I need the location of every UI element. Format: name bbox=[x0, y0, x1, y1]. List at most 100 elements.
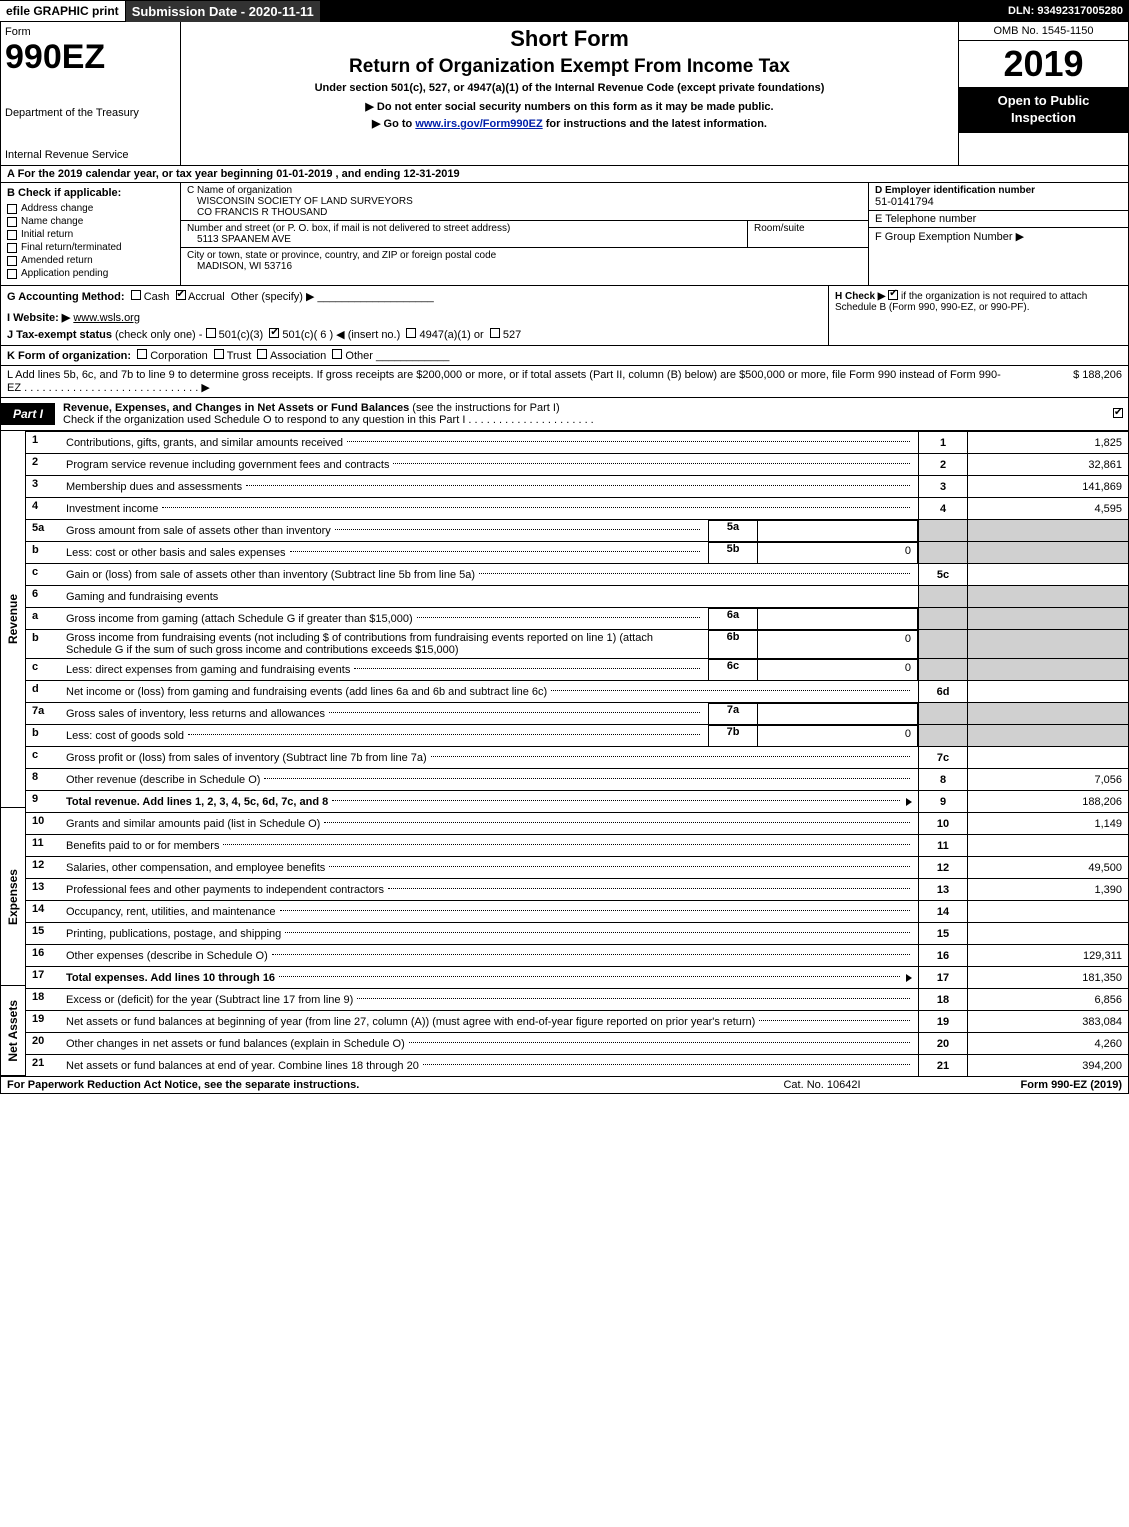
irs-link[interactable]: www.irs.gov/Form990EZ bbox=[415, 118, 542, 130]
line-amt: 394,200 bbox=[968, 1055, 1128, 1076]
checkbox-icon[interactable] bbox=[257, 349, 267, 359]
chk-text: Address change bbox=[21, 203, 93, 214]
part1-checkbox bbox=[1108, 408, 1128, 421]
line-box: 4 bbox=[918, 498, 968, 519]
form-header: Form 990EZ Department of the Treasury In… bbox=[0, 22, 1129, 166]
org-name: WISCONSIN SOCIETY OF LAND SURVEYORS bbox=[187, 196, 862, 207]
line-num: c bbox=[26, 747, 66, 768]
line-num: 16 bbox=[26, 945, 66, 966]
goto-note: ▶ Go to www.irs.gov/Form990EZ for instru… bbox=[189, 117, 950, 130]
line-num: c bbox=[26, 659, 66, 680]
line-subbox: 5b bbox=[708, 542, 758, 563]
line-box-grey bbox=[918, 520, 968, 541]
l-amount: $ 188,206 bbox=[1002, 369, 1122, 394]
line-subbox: 7b bbox=[708, 725, 758, 746]
header-middle: Short Form Return of Organization Exempt… bbox=[181, 22, 958, 165]
line-amt-grey bbox=[968, 630, 1128, 658]
checkbox-icon[interactable] bbox=[406, 328, 416, 338]
checkbox-icon[interactable] bbox=[490, 328, 500, 338]
side-label: Revenue bbox=[1, 431, 25, 808]
checkbox-icon[interactable] bbox=[7, 243, 17, 253]
line-desc: Occupancy, rent, utilities, and maintena… bbox=[66, 901, 918, 922]
ein: 51-0141794 bbox=[875, 196, 1122, 208]
line-amt: 141,869 bbox=[968, 476, 1128, 497]
line-num: 11 bbox=[26, 835, 66, 856]
col-h: H Check ▶ if the organization is not req… bbox=[828, 286, 1128, 345]
line-8: 8Other revenue (describe in Schedule O)8… bbox=[26, 768, 1128, 790]
line-amt: 1,390 bbox=[968, 879, 1128, 900]
footer-left: For Paperwork Reduction Act Notice, see … bbox=[7, 1079, 722, 1091]
efile-label[interactable]: efile GRAPHIC print bbox=[0, 0, 126, 22]
checkbox-icon[interactable] bbox=[332, 349, 342, 359]
checkbox-icon[interactable] bbox=[131, 290, 141, 300]
line-amt: 1,149 bbox=[968, 813, 1128, 834]
line-num: 1 bbox=[26, 432, 66, 453]
i-label: I Website: ▶ bbox=[7, 312, 70, 324]
line-box: 7c bbox=[918, 747, 968, 768]
line-amt-grey bbox=[968, 659, 1128, 680]
line-desc: Gain or (loss) from sale of assets other… bbox=[66, 564, 918, 585]
line-box: 9 bbox=[918, 791, 968, 812]
line-num: b bbox=[26, 725, 66, 746]
line-desc: Less: direct expenses from gaming and fu… bbox=[66, 659, 708, 680]
line-amt: 383,084 bbox=[968, 1011, 1128, 1032]
checkbox-icon[interactable] bbox=[7, 230, 17, 240]
line-c: cGross profit or (loss) from sales of in… bbox=[26, 746, 1128, 768]
g-accrual: Accrual bbox=[188, 291, 225, 303]
side-label: Expenses bbox=[1, 808, 25, 986]
c-city-row: City or town, state or province, country… bbox=[181, 248, 868, 274]
form-title2: Return of Organization Exempt From Incom… bbox=[189, 56, 950, 78]
line-box-grey bbox=[918, 659, 968, 680]
chk-final-return: Final return/terminated bbox=[7, 242, 174, 253]
line-amt: 4,595 bbox=[968, 498, 1128, 519]
line-b: bLess: cost of goods sold7b0 bbox=[26, 724, 1128, 746]
l-text: L Add lines 5b, 6c, and 7b to line 9 to … bbox=[7, 369, 1002, 394]
checkbox-icon[interactable] bbox=[7, 256, 17, 266]
checkbox-icon[interactable] bbox=[176, 290, 186, 300]
line-desc: Investment income bbox=[66, 498, 918, 519]
checkbox-icon[interactable] bbox=[214, 349, 224, 359]
chk-text: Amended return bbox=[21, 255, 93, 266]
checkbox-icon[interactable] bbox=[269, 328, 279, 338]
line-14: 14Occupancy, rent, utilities, and mainte… bbox=[26, 900, 1128, 922]
line-11: 11Benefits paid to or for members11 bbox=[26, 834, 1128, 856]
line-box: 13 bbox=[918, 879, 968, 900]
website-link[interactable]: www.wsls.org bbox=[73, 312, 140, 324]
checkbox-icon[interactable] bbox=[7, 217, 17, 227]
d-label: D Employer identification number bbox=[875, 185, 1122, 196]
row-k: K Form of organization: Corporation Trus… bbox=[0, 346, 1129, 366]
line-amt: 181,350 bbox=[968, 967, 1128, 988]
line-amt: 7,056 bbox=[968, 769, 1128, 790]
line-desc: Total revenue. Add lines 1, 2, 3, 4, 5c,… bbox=[66, 791, 918, 812]
line-box: 15 bbox=[918, 923, 968, 944]
c-label: C Name of organization bbox=[187, 185, 862, 196]
checkbox-icon[interactable] bbox=[7, 204, 17, 214]
j-501c: 501(c)( 6 ) ◀ (insert no.) bbox=[282, 329, 400, 341]
line-amt bbox=[968, 835, 1128, 856]
line-num: 6 bbox=[26, 586, 66, 607]
chk-initial-return: Initial return bbox=[7, 229, 174, 240]
line-box: 21 bbox=[918, 1055, 968, 1076]
chk-text: Initial return bbox=[21, 229, 73, 240]
line-desc: Grants and similar amounts paid (list in… bbox=[66, 813, 918, 834]
header-left: Form 990EZ Department of the Treasury In… bbox=[1, 22, 181, 165]
room-label: Room/suite bbox=[748, 221, 868, 247]
part1-check-line: Check if the organization used Schedule … bbox=[63, 414, 465, 426]
checkbox-icon[interactable] bbox=[137, 349, 147, 359]
city-label: City or town, state or province, country… bbox=[187, 250, 862, 261]
line-box: 16 bbox=[918, 945, 968, 966]
checkbox-icon[interactable] bbox=[7, 269, 17, 279]
line-subbox: 6a bbox=[708, 608, 758, 629]
k-trust: Trust bbox=[227, 350, 252, 362]
line-subbox: 6b bbox=[708, 630, 758, 658]
line-num: a bbox=[26, 608, 66, 629]
checkbox-icon[interactable] bbox=[888, 290, 898, 300]
line-num: b bbox=[26, 630, 66, 658]
line-b: bLess: cost or other basis and sales exp… bbox=[26, 541, 1128, 563]
lines-table: RevenueExpensesNet Assets1Contributions,… bbox=[0, 431, 1129, 1076]
checkbox-icon[interactable] bbox=[206, 328, 216, 338]
arrow-icon bbox=[906, 974, 912, 982]
line-desc: Total expenses. Add lines 10 through 16 bbox=[66, 967, 918, 988]
checkbox-icon[interactable] bbox=[1113, 408, 1123, 418]
line-amt-grey bbox=[968, 542, 1128, 563]
